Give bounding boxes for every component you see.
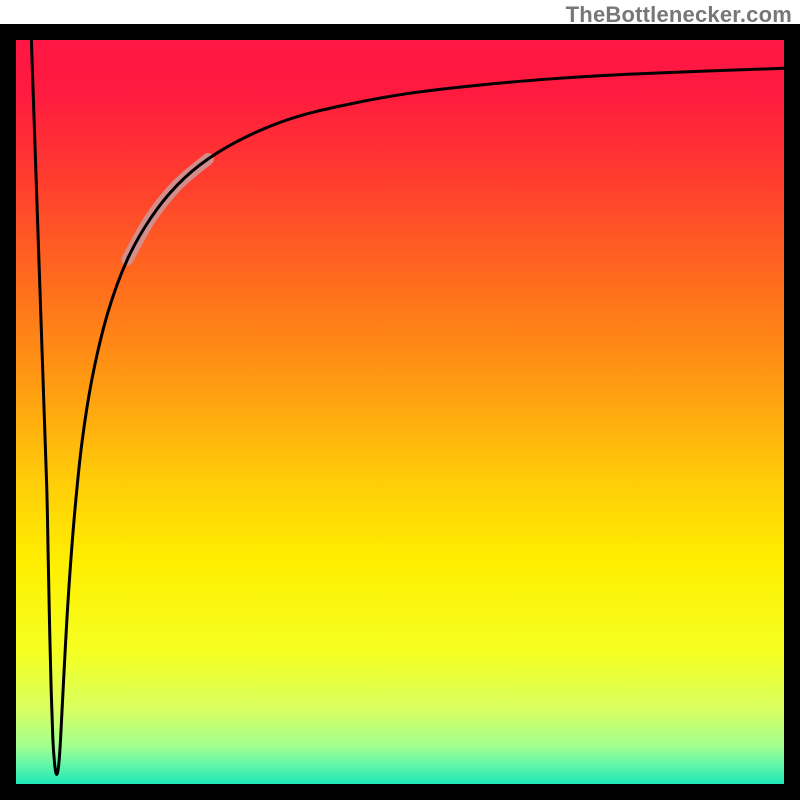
plot-border bbox=[0, 24, 16, 800]
plot-background bbox=[16, 40, 784, 784]
watermark-text: TheBottlenecker.com bbox=[566, 2, 792, 28]
bottleneck-chart bbox=[0, 0, 800, 800]
plot-border bbox=[0, 784, 800, 800]
chart-container: TheBottlenecker.com bbox=[0, 0, 800, 800]
plot-border bbox=[784, 24, 800, 800]
